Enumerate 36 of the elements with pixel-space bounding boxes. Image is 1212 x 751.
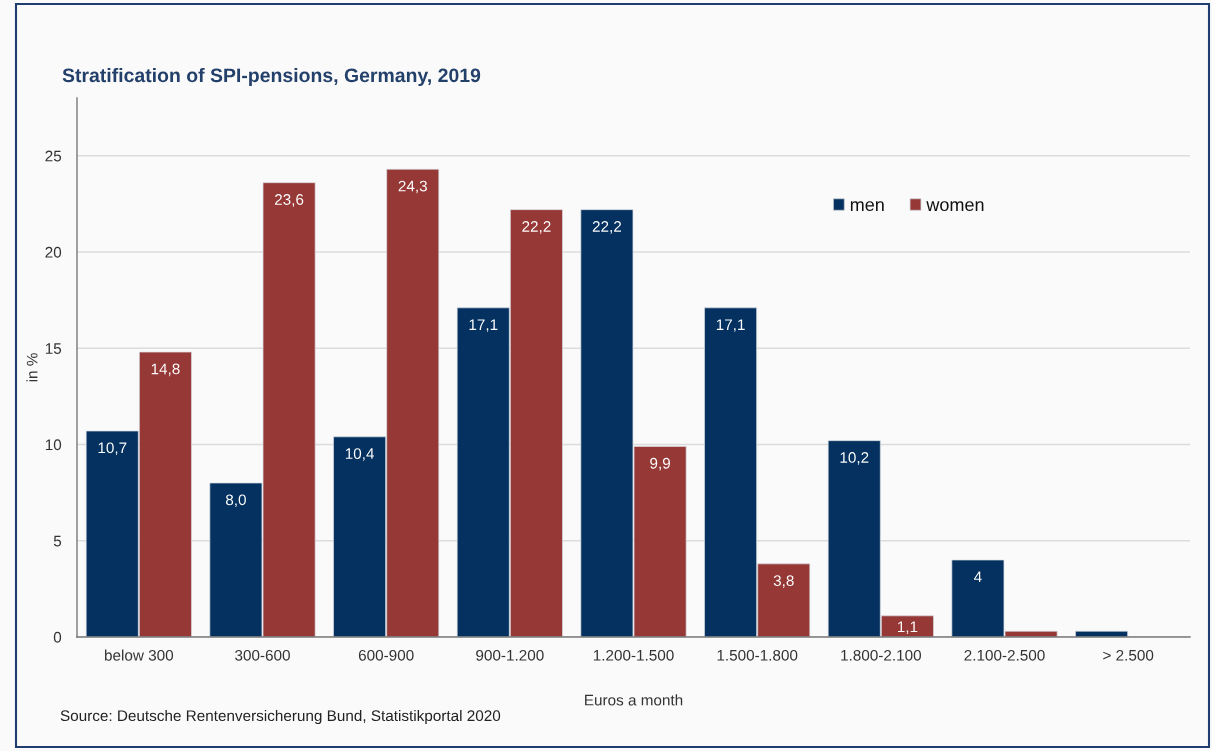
x-tick-label: 2.100-2.500 <box>964 649 1045 661</box>
data-label: 10,4 <box>345 448 374 461</box>
data-label: 4 <box>974 571 982 583</box>
x-tick-label: 1.200-1.500 <box>593 649 674 661</box>
data-label: 17,1 <box>469 319 498 332</box>
source-note: Source: Deutsche Rentenversicherung Bund, Statistikportal 2020 <box>60 709 501 725</box>
legend-label: women <box>926 201 984 212</box>
x-tick-label: 300-600 <box>235 649 290 661</box>
data-label: 14,8 <box>151 363 180 377</box>
data-label: 23,6 <box>274 194 304 207</box>
data-label: 3,8 <box>773 575 794 588</box>
data-label: 9,9 <box>650 457 670 471</box>
x-tick-label: > 2.500 <box>1103 649 1154 661</box>
x-tick-label: below 300 <box>105 649 174 661</box>
x-tick-label: 1.800-2.100 <box>841 649 922 661</box>
x-axis-title: Euros a month <box>585 694 683 706</box>
data-label: 17,1 <box>716 319 745 332</box>
data-label: 8,0 <box>225 494 246 508</box>
x-tick-label: 600-900 <box>358 649 414 661</box>
y-tick-label: 20 <box>45 246 62 258</box>
data-label: 1,1 <box>897 621 918 635</box>
data-label: 22,2 <box>522 221 551 234</box>
x-tick-label: 1.500-1.800 <box>717 649 798 661</box>
y-tick-label: 5 <box>53 535 62 547</box>
y-tick-label: 0 <box>53 631 62 643</box>
data-label: 10,7 <box>98 442 127 456</box>
y-tick-label: 10 <box>45 439 62 451</box>
chart-title: Stratification of SPI-pensions, Germany, 2019 <box>62 67 481 87</box>
data-label: 24,3 <box>398 180 427 194</box>
y-tick-label: 25 <box>45 150 62 162</box>
x-tick-label: 900-1.200 <box>476 649 544 661</box>
legend-label: men <box>850 201 884 212</box>
y-tick-label: 15 <box>45 343 62 354</box>
y-axis-title: in % <box>26 353 38 382</box>
data-label: 22,2 <box>592 221 622 234</box>
data-label: 10,2 <box>840 452 869 465</box>
